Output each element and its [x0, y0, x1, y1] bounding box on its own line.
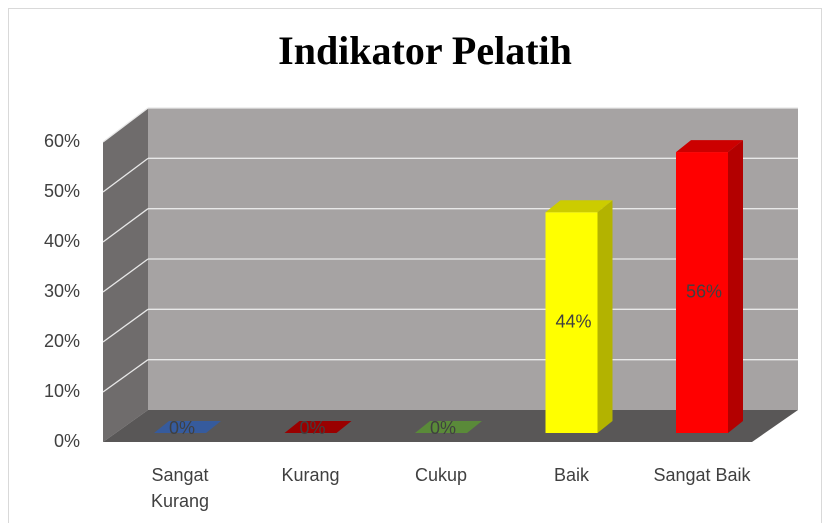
data-label: 0% [430, 418, 456, 438]
grid-line [102, 208, 149, 243]
data-label: 44% [555, 311, 591, 331]
data-label: 0% [299, 418, 325, 438]
bar [545, 212, 598, 433]
grid-line [102, 359, 149, 393]
data-label: 0% [169, 418, 195, 438]
grid-line [102, 308, 149, 343]
x-tick-label: Sangat Kurang [150, 465, 210, 511]
bar-top [676, 140, 743, 153]
y-tick-label: 20% [44, 331, 80, 351]
x-tick-label: Kurang [281, 465, 340, 485]
y-tick-label: 40% [44, 231, 80, 251]
bar-top [545, 200, 613, 213]
chart-title: Indikator Pelatih [278, 28, 572, 73]
data-label: 56% [686, 281, 722, 301]
x-tick-label: Cukup [414, 465, 468, 485]
x-tick-label: Sangat Baik [653, 465, 751, 485]
grid-line [102, 107, 149, 143]
y-tick-label: 50% [44, 181, 80, 201]
bar-side [728, 140, 743, 434]
bar-side [597, 200, 613, 433]
y-tick-label: 10% [44, 381, 80, 401]
y-tick-label: 30% [44, 281, 80, 301]
bar [676, 152, 728, 434]
y-tick-label: 60% [44, 131, 80, 151]
bar-top [284, 421, 352, 433]
grid-line [102, 258, 149, 293]
bar-top [415, 421, 482, 433]
y-tick-label: 0% [54, 431, 80, 451]
grid-line [102, 157, 149, 193]
bar-top [154, 421, 221, 433]
x-tick-label: Baik [553, 465, 589, 485]
